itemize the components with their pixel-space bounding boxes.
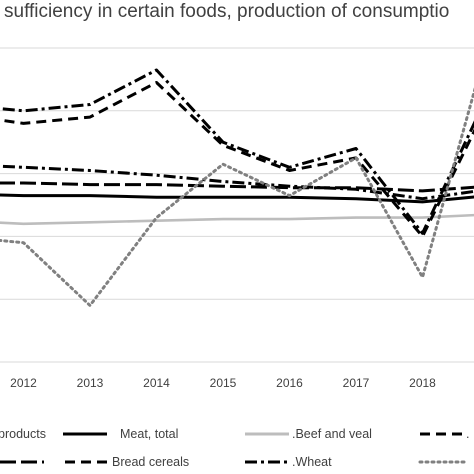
x-tick-label: 2018	[409, 376, 436, 390]
x-axis-ticks: 2012 2013 2014 2015 2016 2017 2018	[10, 376, 436, 390]
x-tick-label: 2016	[276, 376, 303, 390]
legend-label-1: Meat, total	[120, 427, 178, 441]
legend-label-0: products	[0, 427, 46, 441]
series-line-6	[0, 86, 474, 307]
x-tick-label: 2012	[10, 376, 37, 390]
series-lines	[0, 68, 474, 307]
series-line-4	[0, 181, 474, 193]
x-tick-label: 2015	[210, 376, 237, 390]
series-line-0	[0, 193, 474, 204]
series-line-3	[0, 164, 474, 201]
series-line-1	[0, 213, 474, 226]
series-line-2	[0, 81, 474, 238]
x-tick-label: 2013	[77, 376, 104, 390]
chart-title: sufficiency in certain foods, production…	[4, 1, 449, 22]
legend-label-2: .Beef and veal	[292, 427, 372, 441]
legend: products Meat, total .Beef and veal . Bread …	[0, 427, 469, 469]
series-line-5	[0, 68, 474, 235]
x-tick-label: 2014	[143, 376, 170, 390]
legend-label-5: Bread cereals	[112, 455, 189, 469]
gridlines	[0, 47, 474, 363]
legend-label-6: .Wheat	[292, 455, 332, 469]
x-tick-label: 2017	[343, 376, 370, 390]
legend-label-3: .	[466, 427, 469, 441]
